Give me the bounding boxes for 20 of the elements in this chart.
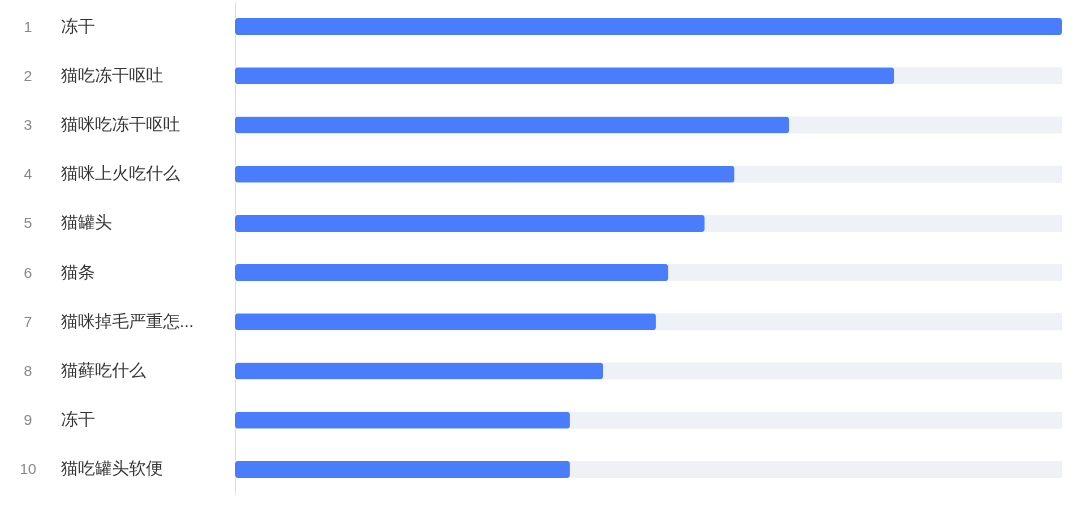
text: 6 — [23, 263, 33, 281]
y-tick-label: 猫罐头 — [60, 213, 112, 233]
y-tick-label: 冻干 — [60, 410, 95, 430]
text: 2 — [23, 66, 33, 84]
text: 10 — [19, 460, 37, 478]
text: 1 — [23, 17, 33, 35]
y-tick-label: 猫藓吃什么 — [60, 361, 146, 380]
text: 4 — [23, 165, 33, 183]
text: 7 — [23, 312, 33, 330]
y-tick-label: 冻干 — [60, 16, 95, 36]
text: 3 — [23, 116, 33, 133]
text: 9 — [23, 411, 33, 429]
y-tick-label: 猫咪上火吃什么 — [60, 164, 180, 184]
text: 8 — [23, 362, 33, 379]
y-tick-label: 猫条 — [60, 262, 95, 282]
y-tick-label: 猫吃罐头软便 — [60, 459, 163, 479]
y-tick-label: 猫咪吃冻干呕吐 — [60, 115, 180, 134]
text: 5 — [23, 214, 33, 232]
y-tick-label: 猫吃冻干呕吐 — [60, 65, 163, 85]
y-tick-label: 猫咪掉毛严重怎... — [60, 311, 194, 331]
